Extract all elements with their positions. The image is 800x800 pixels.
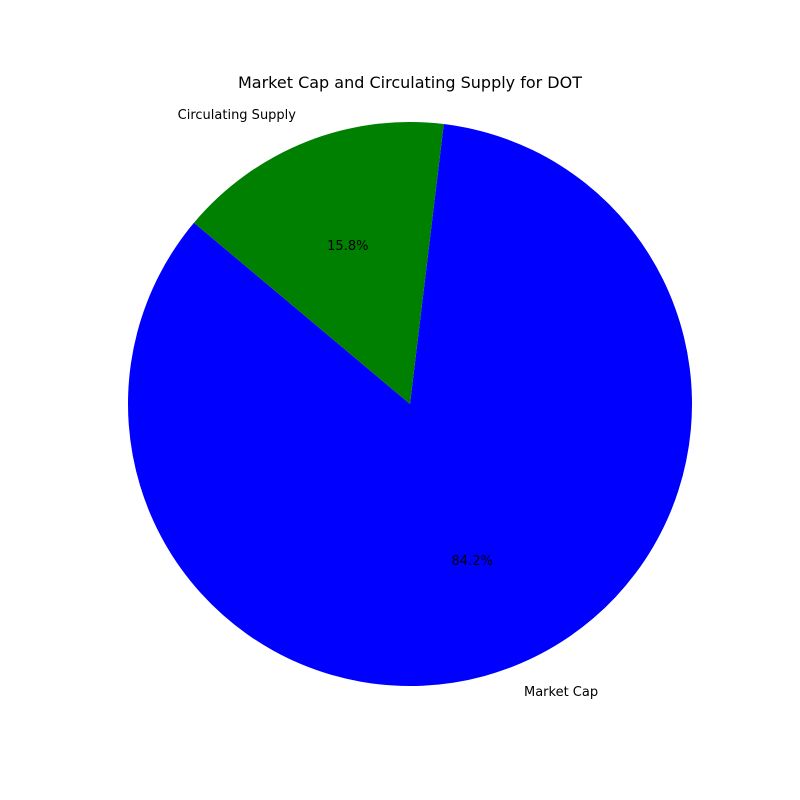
- pct-label-market-cap: 84.2%: [452, 554, 493, 569]
- pie-slice-circulating-supply: [193, 122, 444, 404]
- chart-title: Market Cap and Circulating Supply for DO…: [238, 73, 582, 92]
- pct-label-circulating-supply: 15.8%: [327, 239, 368, 254]
- slice-label-circulating-supply: Circulating Supply: [178, 108, 297, 123]
- pie-slice-market-cap: [127, 124, 692, 686]
- pie-labels: Market Cap 84.2% Circulating Supply 15.8%: [178, 108, 598, 700]
- pie-slices: [127, 122, 692, 686]
- slice-label-market-cap: Market Cap: [524, 685, 598, 700]
